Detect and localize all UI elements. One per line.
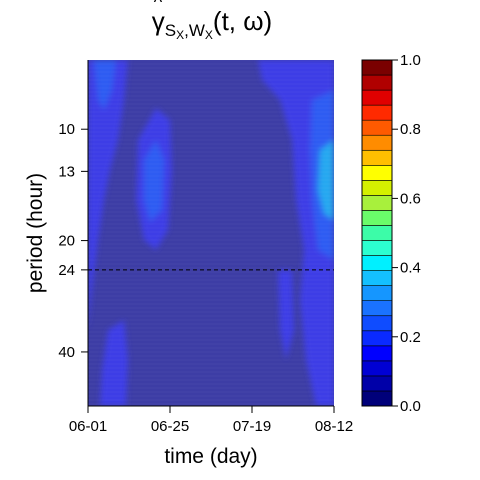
y-tick-label: 13 [58, 163, 75, 180]
colorbar-tick-label: 0.8 [400, 121, 421, 138]
colorbar-swatch [361, 104, 393, 121]
colorbar-swatch [361, 149, 393, 166]
colorbar-swatch [361, 360, 393, 377]
colorbar-tick-label: 0.6 [400, 190, 421, 207]
contour-region-right-peak [318, 140, 334, 220]
colorbar-swatch [361, 195, 393, 211]
colorbar-tick-label: 1.0 [400, 52, 421, 69]
y-tick-label: 20 [58, 233, 75, 250]
colorbar-swatch [361, 285, 393, 301]
colorbar-swatch [361, 165, 393, 181]
colorbar-swatch [361, 210, 393, 226]
colorbar-swatch [361, 119, 393, 136]
colorbar-swatch [361, 300, 393, 317]
colorbar-swatch [361, 74, 393, 91]
plot-area [88, 60, 334, 406]
colorbar-swatch [361, 240, 393, 256]
x-tick-label: 06-01 [69, 418, 107, 435]
contour-region-left-top [88, 60, 128, 330]
x-tick-label: 08-12 [315, 418, 353, 435]
colorbar-swatch [361, 59, 393, 76]
colorbar-swatch [361, 89, 393, 106]
colorbar-swatch [361, 330, 393, 347]
coherence-contours [88, 60, 334, 406]
x-axis: 06-01 06-25 07-19 08-12 [69, 405, 353, 435]
y-tick-label: 24 [58, 262, 75, 279]
colorbar-swatch [361, 134, 393, 151]
x-tick-label: 07-19 [233, 418, 271, 435]
contour-region-right-lower [278, 270, 294, 360]
colorbar: 0.0 0.2 0.4 0.6 0.8 1.0 [361, 52, 421, 415]
y-axis-label: period (hour) [24, 173, 47, 293]
title-subscript-1: SX [164, 21, 185, 42]
title-symbol: γ [152, 0, 165, 37]
y-tick-label: 10 [58, 121, 75, 138]
title-subscript-2: WX [188, 21, 213, 42]
colorbar-swatch [361, 345, 393, 362]
colorbar-swatch [361, 375, 393, 392]
colorbar-swatch [361, 315, 393, 332]
title-separator: , [184, 21, 189, 40]
colorbar-swatch [361, 390, 393, 407]
colorbar-swatch [361, 270, 393, 286]
contour-region-left-bottom [100, 320, 128, 406]
colorbar-tick-label: 0.2 [400, 329, 421, 346]
colorbar-frame [361, 59, 393, 407]
y-tick-label: 40 [58, 344, 75, 361]
colorbar-swatch [361, 225, 393, 241]
colorbar-tick-label: 0.4 [400, 260, 421, 277]
raster-bands [88, 60, 334, 405]
x-axis-label: time (day) [164, 445, 257, 468]
chart-title: γSX,WX(t, ω) [90, 0, 334, 54]
contour-region-left-top-inner [94, 60, 116, 110]
colorbar-swatch [361, 255, 393, 271]
colorbar-tick-label: 0.0 [400, 398, 421, 415]
colorbar-swatch [361, 180, 393, 196]
contour-region-mid-inner [144, 140, 164, 222]
title-args: (t, ω) [212, 6, 273, 36]
x-tick-label: 06-25 [151, 418, 189, 435]
y-axis: 10 13 20 24 40 [58, 60, 89, 406]
